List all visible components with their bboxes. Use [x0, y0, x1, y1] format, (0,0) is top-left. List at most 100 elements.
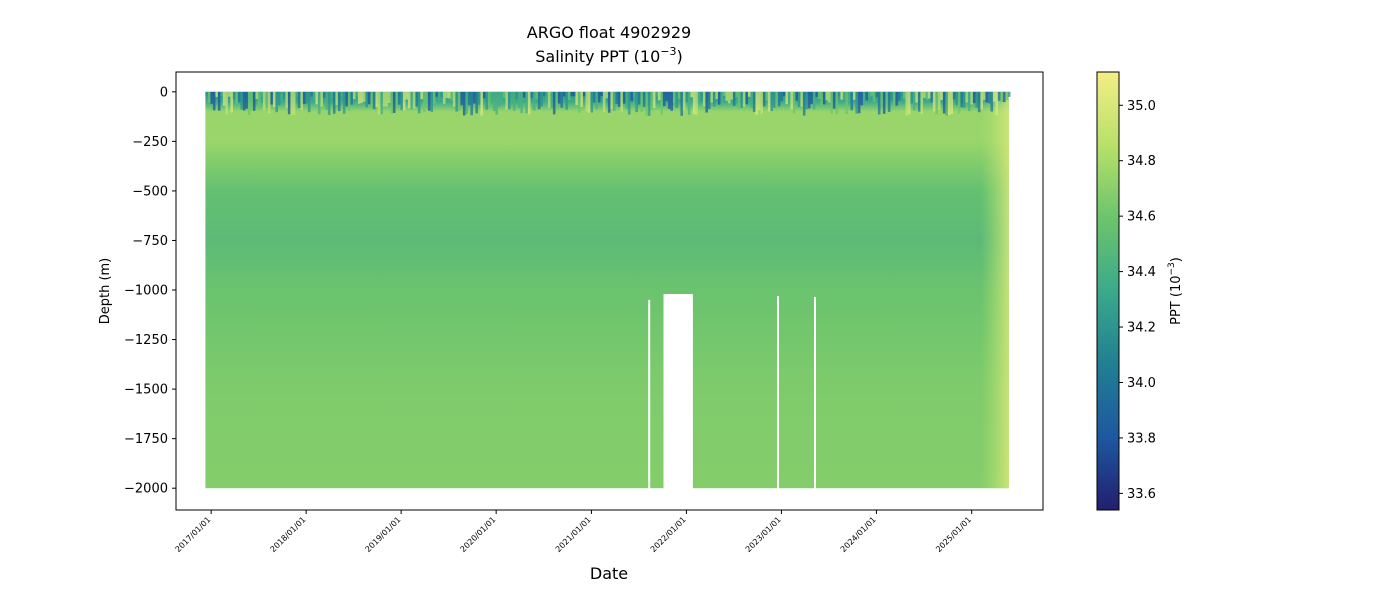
surface-streak [977, 91, 981, 113]
surface-streak [320, 91, 323, 107]
surface-streak [372, 91, 376, 110]
surface-streak [712, 91, 716, 107]
surface-streak [782, 91, 786, 97]
surface-streak [257, 91, 261, 110]
y-axis-label: Depth (m) [98, 258, 113, 325]
surface-streak [210, 91, 213, 104]
surface-streak [340, 91, 343, 97]
surface-streak [317, 91, 321, 115]
surface-streak [597, 91, 601, 103]
surface-streak [645, 91, 648, 116]
x-tick-label: 2025/01/01 [934, 515, 973, 554]
x-axis-label: Date [590, 564, 628, 583]
surface-streak [242, 91, 246, 111]
surface-variability-layer [205, 91, 1011, 116]
surface-streak [407, 91, 411, 109]
surface-streak [512, 91, 516, 111]
surface-streak [347, 91, 351, 111]
colorbar: 33.6 33.8 34.0 34.2 34.4 34.6 34.8 35.0 PPT (10… [1096, 71, 1184, 511]
surface-streak [690, 91, 693, 98]
plot-frame [175, 71, 1044, 511]
surface-streak [482, 91, 486, 99]
x-tick-label: 2021/01/01 [554, 515, 593, 554]
surface-streak [832, 91, 836, 109]
surface-streak [580, 91, 583, 107]
surface-streak [667, 91, 671, 110]
y-tick-label: −1250 [124, 333, 168, 348]
surface-streak [477, 91, 481, 105]
surface-streak [640, 91, 643, 113]
surface-streak [297, 91, 301, 109]
surface-streak [260, 91, 263, 97]
surface-streak [780, 91, 783, 102]
surface-streak [722, 91, 726, 96]
surface-streak [232, 91, 236, 100]
surface-streak [817, 91, 821, 100]
surface-streak [540, 91, 543, 107]
surface-streak [937, 91, 941, 111]
surface-streak [335, 91, 338, 106]
surface-streak [275, 91, 278, 113]
surface-streak [505, 91, 508, 110]
surface-streak [705, 91, 708, 113]
surface-streak [805, 91, 808, 110]
colorbar-tick-label: 34.8 [1127, 154, 1156, 169]
surface-streak [882, 91, 886, 114]
surface-streak [677, 91, 681, 100]
surface-streak [950, 91, 953, 115]
surface-streak [325, 91, 328, 110]
surface-streak [985, 91, 988, 103]
surface-streak [420, 91, 423, 100]
surface-streak [925, 91, 928, 100]
surface-streak [952, 91, 956, 100]
surface-streak [387, 91, 391, 104]
surface-streak [205, 91, 208, 96]
surface-streak [767, 91, 771, 112]
surface-streak [567, 91, 571, 101]
surface-streak [535, 91, 538, 100]
surface-streak [327, 91, 331, 115]
y-tick-label: −750 [132, 234, 168, 249]
surface-streak [687, 91, 691, 115]
surface-streak [742, 91, 746, 107]
surface-streak [682, 91, 686, 111]
surface-streak [570, 91, 573, 97]
surface-streak [610, 91, 613, 109]
surface-streak [245, 91, 248, 109]
surface-streak [215, 91, 218, 97]
surface-streak [595, 91, 598, 110]
surface-streak [622, 91, 626, 104]
surface-streak [405, 91, 408, 100]
surface-streak [290, 91, 293, 115]
surface-streak [655, 91, 658, 97]
surface-streak [207, 91, 211, 103]
surface-streak [837, 91, 841, 97]
surface-streak [397, 91, 401, 105]
surface-streak [730, 91, 733, 100]
surface-streak [235, 91, 238, 104]
surface-streak [587, 91, 591, 113]
surface-streak [810, 91, 813, 104]
surface-streak [815, 91, 818, 97]
surface-streak [470, 91, 473, 116]
surface-streak [607, 91, 611, 113]
surface-streak [445, 91, 448, 99]
surface-streak [642, 91, 646, 107]
surface-streak [880, 91, 883, 105]
surface-streak [467, 91, 471, 106]
surface-streak [675, 91, 678, 108]
surface-streak [960, 91, 963, 108]
surface-streak [897, 91, 901, 101]
surface-streak [400, 91, 403, 111]
surface-streak [472, 91, 476, 104]
surface-streak [890, 91, 893, 102]
surface-streak [627, 91, 631, 115]
surface-streak [305, 91, 308, 104]
surface-streak [295, 91, 298, 98]
surface-streak [905, 91, 908, 116]
surface-streak [620, 91, 623, 112]
surface-streak [515, 91, 518, 100]
x-tick-label: 2022/01/01 [649, 515, 688, 554]
data-gap [814, 296, 816, 510]
